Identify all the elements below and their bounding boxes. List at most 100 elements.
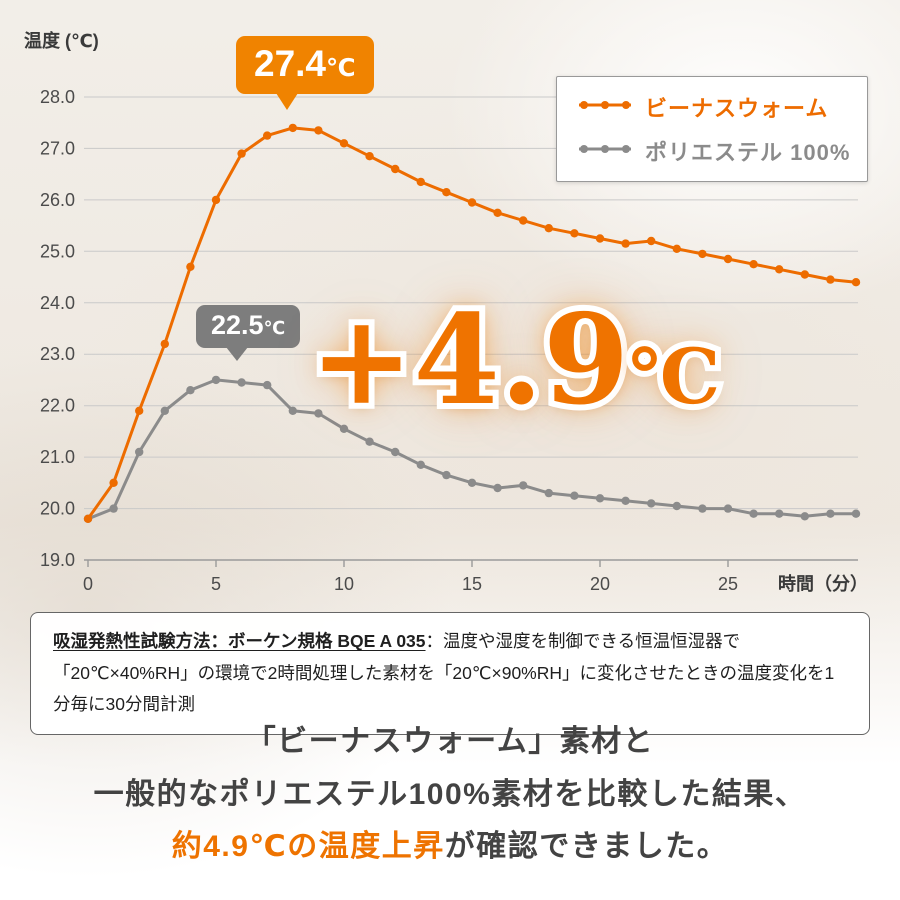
polyester-peak-callout: 22.5℃ (196, 305, 301, 361)
data-point (672, 501, 681, 511)
legend-label-polyester: ポリエステル 100% (645, 140, 851, 165)
data-point (109, 504, 118, 513)
y-tick-label: 19.0 (40, 550, 75, 570)
data-point (314, 409, 323, 418)
x-tick-label: 5 (211, 574, 221, 594)
data-point (826, 509, 835, 518)
venus-peak-unit: ℃ (326, 55, 356, 82)
data-point (800, 512, 809, 521)
data-point (211, 195, 221, 205)
data-point (621, 496, 630, 505)
data-point (749, 260, 758, 269)
legend-label-venus-warm: ビーナスウォーム (645, 96, 829, 121)
data-point (109, 478, 118, 487)
polyester-peak-unit: ℃ (263, 318, 286, 338)
data-point (263, 380, 272, 390)
caption-line-1: 「ビーナスウォーム」素材と (245, 725, 655, 758)
temperature-difference-text: +4.9℃ (309, 288, 721, 433)
x-tick-label: 10 (334, 574, 354, 594)
data-point (160, 339, 169, 349)
data-point (339, 424, 349, 433)
y-tick-label: 22.0 (40, 396, 75, 416)
data-point (211, 375, 221, 385)
data-point (723, 504, 733, 513)
data-point (851, 278, 861, 287)
temperature-difference-highlight: +4.9℃ +4.9℃ (235, 288, 795, 471)
data-point (339, 139, 349, 148)
data-point (595, 234, 605, 243)
data-point (493, 208, 502, 217)
temperature-line-chart: 19.0 20.0 21.0 22.0 23.0 24.0 25.0 26.0 27.0 28.0… (24, 30, 868, 594)
venus-peak-callout: 27.4℃ (236, 36, 374, 110)
test-method-body: ：温度や湿度を制御できる恒温恒湿器で「20℃×40%RH」の環境で2時間処理した… (53, 631, 835, 714)
y-axis-label: 温度 (℃) (24, 30, 99, 51)
polyester-peak-value: 22.5 (211, 310, 264, 340)
data-point (595, 494, 605, 503)
data-point (544, 224, 553, 233)
test-method-heading: 吸湿発熱性試験方法：ボーケン規格 BQE A 035 (53, 631, 426, 651)
data-point (416, 460, 425, 469)
data-point (135, 447, 144, 457)
x-tick-label: 20 (590, 574, 610, 594)
data-point (365, 152, 374, 161)
data-point (647, 499, 656, 508)
chart-legend: ビーナスウォーム ポリエステル 100% (556, 76, 868, 182)
data-point (493, 483, 502, 493)
data-point (647, 236, 656, 246)
data-point (570, 491, 579, 500)
data-point (160, 406, 169, 415)
data-point (186, 386, 195, 395)
series-0 (83, 123, 861, 523)
y-tick-label: 21.0 (40, 447, 75, 467)
x-tick-label: 25 (718, 574, 738, 594)
data-point (672, 244, 681, 253)
x-tick-label: 15 (462, 574, 482, 594)
y-tick-label: 27.0 (40, 138, 75, 158)
venus-peak-value: 27.4 (254, 43, 327, 84)
data-point (416, 177, 425, 187)
y-tick-label: 25.0 (40, 241, 75, 261)
data-point (519, 216, 528, 225)
data-point (621, 239, 630, 248)
x-axis-label: 時間（分） (778, 574, 868, 594)
summary-caption: 「ビーナスウォーム」素材と 一般的なポリエステル100%素材を比較した結果、 約… (0, 716, 900, 874)
caption-line-3: 約4.9℃の温度上昇が確認できました。 (0, 821, 900, 874)
data-point (442, 188, 451, 197)
caption-line-2: 一般的なポリエステル100%素材を比較した結果、 (93, 777, 807, 811)
y-tick-label: 20.0 (40, 499, 75, 519)
grid: 19.0 20.0 21.0 22.0 23.0 24.0 25.0 26.0 27.0 28.0… (40, 87, 858, 594)
data-point (314, 126, 323, 135)
test-method-note: 吸湿発熱性試験方法：ボーケン規格 BQE A 035：温度や湿度を制御できる恒温… (30, 612, 870, 735)
data-point (135, 406, 144, 415)
data-point (288, 123, 297, 133)
data-point (467, 478, 477, 487)
y-tick-label: 26.0 (40, 190, 75, 210)
y-tick-label: 24.0 (40, 293, 75, 313)
data-point (723, 254, 733, 264)
data-point (391, 447, 400, 457)
temperature-difference-outline: +4.9℃ (304, 288, 727, 433)
caption-line-3-rest: が確認できました。 (444, 830, 729, 863)
data-point (775, 265, 784, 274)
data-point (83, 514, 93, 523)
polyester-line-icon (577, 142, 633, 161)
data-point (365, 437, 374, 446)
data-point (544, 488, 553, 498)
y-tick-label: 28.0 (40, 87, 75, 107)
y-tick-label: 23.0 (40, 344, 75, 364)
data-point (442, 470, 451, 480)
data-point (826, 275, 835, 284)
caption-highlight: 約4.9℃の温度上昇 (171, 830, 445, 863)
data-point (263, 131, 272, 140)
data-point (237, 378, 246, 387)
venus-warm-line-icon (577, 98, 633, 117)
x-tick-label: 0 (83, 574, 93, 594)
data-point (186, 262, 195, 271)
data-point (391, 164, 400, 174)
data-point (467, 198, 477, 207)
data-point (237, 149, 246, 158)
data-point (775, 509, 784, 518)
data-point (519, 481, 528, 490)
data-point (288, 406, 297, 415)
